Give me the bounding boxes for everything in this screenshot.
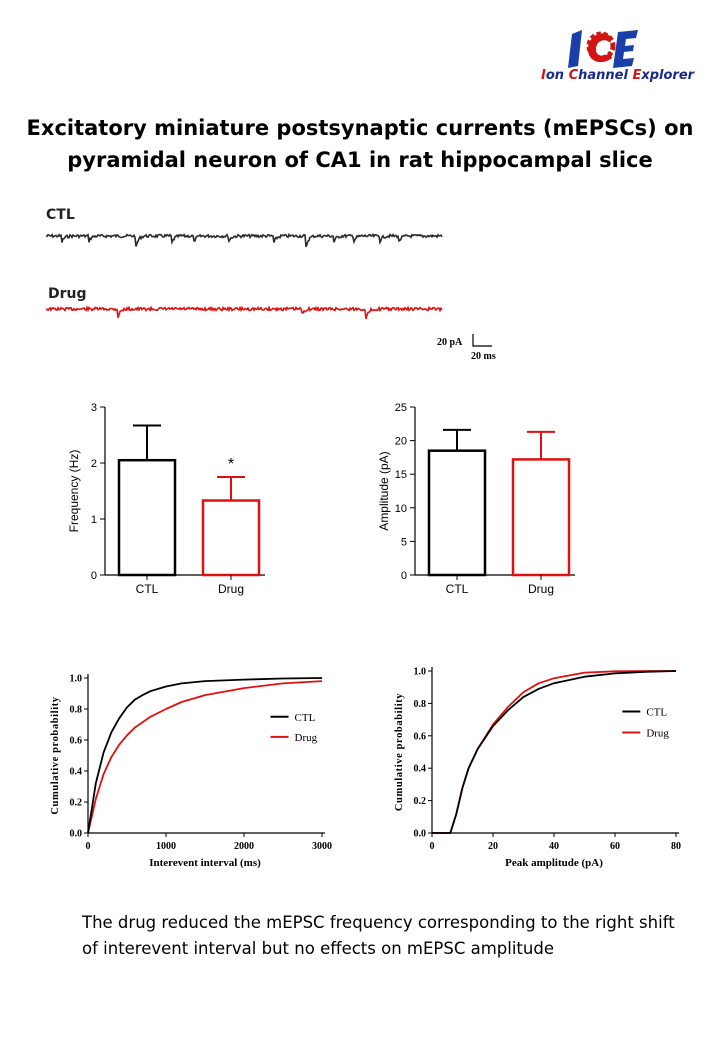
logo-letter-c <box>587 33 612 63</box>
bar-chart-body-0: 0 1 2 3 Frequency (Hz) CTL Drug * <box>67 402 265 596</box>
y-tick-label: 10 <box>395 503 407 515</box>
series-line-drug <box>87 680 323 834</box>
scale-bar-x-label: 20 ms <box>471 351 496 362</box>
bar-chart-body-1: 0 5 10 15 20 25 Amplitude (pA) CTL Drug <box>377 402 575 596</box>
y-tick-label: 0.0 <box>414 829 427 840</box>
x-tick-label-drug: Drug <box>528 582 554 596</box>
y-tick-label: 0.4 <box>70 767 83 778</box>
trace-label-ctl: CTL <box>46 207 75 223</box>
legend-label-drug: Drug <box>295 732 318 744</box>
title-line-2: pyramidal neuron of CA1 in rat hippocamp… <box>67 148 653 172</box>
x-tick-label-drug: Drug <box>218 582 244 596</box>
y-tick-label: 1.0 <box>414 667 427 678</box>
x-tick-label: 0 <box>430 841 435 852</box>
scale-bar-lines <box>472 334 492 347</box>
y-tick-label: 1 <box>91 514 97 526</box>
logo-letter-e <box>613 30 638 68</box>
y-tick-label: 25 <box>395 402 407 414</box>
x-tick-label: 1000 <box>156 841 176 852</box>
scale-bar: 20 pA 20 ms <box>437 334 496 362</box>
ctl-trace <box>45 232 443 248</box>
drug-trace-plot <box>45 305 443 320</box>
x-tick-label: 60 <box>610 841 620 852</box>
legend-label-drug: Drug <box>646 728 669 740</box>
series-line-drug <box>432 670 676 834</box>
x-tick-label: 0 <box>86 841 91 852</box>
x-tick-label: 2000 <box>234 841 254 852</box>
x-tick-label: 3000 <box>312 841 332 852</box>
x-tick-label: 40 <box>549 841 559 852</box>
y-axis-label: Amplitude (pA) <box>377 451 391 530</box>
y-tick-label: 1.0 <box>70 674 83 685</box>
y-axis-label: Cumulative probability <box>50 696 61 814</box>
y-tick-label: 0.6 <box>70 736 83 747</box>
ion-channel-explorer-logo <box>568 30 638 68</box>
x-axis-label: Interevent interval (ms) <box>149 857 261 869</box>
y-tick-label: 0.4 <box>414 764 427 775</box>
trace-label-drug: Drug <box>48 286 87 302</box>
y-tick-label: 2 <box>91 458 97 470</box>
y-tick-label: 3 <box>91 402 97 414</box>
y-axis-label: Cumulative probability <box>394 693 405 811</box>
cdf-chart-body-3: 0.0 0.2 0.4 0.6 0.8 1.0 0 20 40 60 80 Cumulative pr… <box>394 667 681 870</box>
series-line-ctl <box>87 677 323 834</box>
logo-gear-icon <box>586 31 616 61</box>
page-title: Excitatory miniature postsynaptic curren… <box>0 112 720 176</box>
cdf-chart-body-2: 0.0 0.2 0.4 0.6 0.8 1.0 0 1000 2000 3000 Cumulativ… <box>50 674 332 870</box>
y-tick-label: 0.8 <box>70 705 83 716</box>
series-line-ctl <box>432 670 677 834</box>
conclusion-text: The drug reduced the mEPSC frequency cor… <box>82 913 675 958</box>
bar-ctl <box>117 458 177 577</box>
significance-star: * <box>228 456 234 473</box>
y-tick-label: 15 <box>395 469 407 481</box>
logo-wordmark: Ion Channel Explorer <box>541 68 695 83</box>
x-tick-label: 20 <box>488 841 498 852</box>
y-tick-label: 0 <box>401 570 407 582</box>
title-line-1: Excitatory miniature postsynaptic curren… <box>26 116 694 140</box>
y-tick-label: 0.0 <box>70 829 83 840</box>
y-tick-label: 0.2 <box>414 796 427 807</box>
x-tick-label-ctl: CTL <box>446 582 469 596</box>
y-tick-label: 0.8 <box>414 699 427 710</box>
x-axis-label: Peak amplitude (pA) <box>505 857 603 869</box>
y-tick-label: 5 <box>401 536 407 548</box>
y-axis-label: Frequency (Hz) <box>67 450 81 533</box>
bar-ctl <box>427 449 487 577</box>
ctl-trace-plot <box>45 232 443 248</box>
y-tick-label: 20 <box>395 436 407 448</box>
frequency-bar-chart: 0 1 2 3 Frequency (Hz) CTL Drug * <box>67 402 265 596</box>
y-tick-label: 0.6 <box>414 731 427 742</box>
peak-amplitude-cdf-chart: 0.0 0.2 0.4 0.6 0.8 1.0 0 20 40 60 80 Cumulative pr… <box>394 667 681 870</box>
bar-drug <box>201 499 261 577</box>
drug-trace <box>45 305 443 320</box>
y-tick-label: 0 <box>91 570 97 582</box>
legend-label-ctl: CTL <box>646 707 667 719</box>
interevent-interval-cdf-chart: 0.0 0.2 0.4 0.6 0.8 1.0 0 1000 2000 3000 Cumulativ… <box>50 674 332 870</box>
bar-drug <box>511 458 571 577</box>
scale-bar-y-label: 20 pA <box>437 337 463 348</box>
x-tick-label: 80 <box>671 841 681 852</box>
amplitude-bar-chart: 0 5 10 15 20 25 Amplitude (pA) CTL Drug <box>377 402 575 596</box>
x-tick-label-ctl: CTL <box>136 582 159 596</box>
legend-label-ctl: CTL <box>295 712 316 724</box>
y-tick-label: 0.2 <box>70 798 83 809</box>
logo-letter-i <box>568 30 582 68</box>
